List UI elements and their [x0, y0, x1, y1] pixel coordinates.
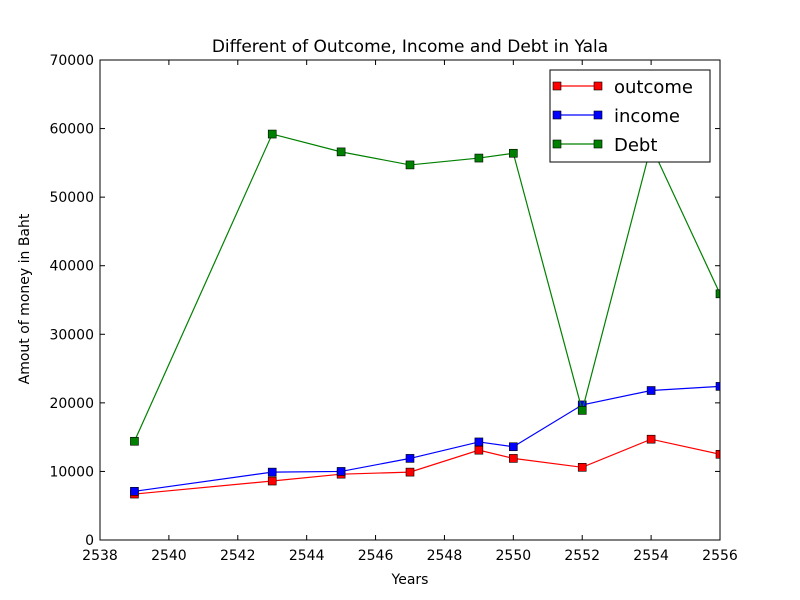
legend-label: income [614, 106, 680, 127]
legend-marker [552, 110, 562, 120]
data-point-outcome [474, 445, 484, 455]
y-axis-label: Amout of money in Baht [17, 213, 33, 384]
plot-frame [99, 59, 721, 541]
legend-label: Debt [614, 135, 657, 156]
data-point-income [715, 382, 720, 391]
data-point-income [646, 386, 656, 395]
x-tick-label: 2556 [702, 548, 738, 564]
plot-area: 2538 2540 2542 2544 2546 2548 2550 2552 2554 2556… [49, 53, 737, 564]
x-tick-label: 2538 [82, 548, 118, 564]
data-point-outcome [715, 449, 720, 459]
x-tick-label: 2550 [496, 548, 532, 564]
y-tick-label: 20000 [49, 396, 94, 412]
legend-box [549, 69, 711, 163]
data-point-income [509, 442, 518, 452]
data-point-outcome [267, 476, 277, 486]
series-group [130, 129, 720, 499]
chart-title: Different of Outcome, Income and Debt in… [212, 37, 608, 57]
legend-marker [593, 139, 603, 149]
x-tick-label: 2548 [427, 548, 463, 564]
x-tick-label: 2546 [358, 548, 394, 564]
data-point-debt [715, 289, 720, 299]
x-tick-label: 2540 [151, 548, 187, 564]
x-tick-label: 2554 [633, 548, 669, 564]
y-tick-label: 60000 [49, 122, 94, 138]
series-line-income [134, 385, 720, 492]
data-point-outcome [405, 467, 415, 477]
y-tick-label: 0 [85, 533, 94, 549]
legend-marker [552, 81, 562, 91]
data-point-debt [577, 406, 587, 415]
data-point-debt [130, 436, 139, 446]
data-point-income [336, 467, 346, 476]
x-tick-label: 2544 [289, 548, 325, 564]
series-line-outcome [134, 438, 720, 495]
y-tick-label: 30000 [49, 327, 94, 343]
data-point-income [130, 487, 139, 496]
legend-label: outcome [614, 77, 693, 98]
data-point-debt [509, 148, 518, 158]
data-point-income [267, 467, 277, 477]
y-tick-label: 70000 [49, 53, 94, 69]
data-point-income [474, 437, 484, 447]
data-point-outcome [577, 463, 587, 472]
data-point-outcome [509, 454, 518, 463]
data-point-debt [405, 160, 415, 170]
series-line-debt [133, 133, 720, 442]
legend: outcome income Debt [549, 69, 711, 163]
data-point-debt [474, 153, 484, 163]
x-tick-label: 2552 [564, 548, 600, 564]
x-tick-label: 2542 [220, 548, 256, 564]
x-axis-label: Years [391, 572, 429, 588]
y-tick-label: 40000 [49, 259, 94, 275]
data-point-debt [336, 147, 346, 157]
y-tick-label: 10000 [49, 464, 94, 480]
y-tick-label: 50000 [49, 190, 94, 206]
data-point-income [405, 454, 415, 463]
data-point-debt [267, 129, 277, 139]
data-point-outcome [646, 434, 656, 444]
legend-marker [593, 81, 603, 91]
legend-marker [593, 110, 603, 120]
legend-marker [552, 139, 562, 149]
